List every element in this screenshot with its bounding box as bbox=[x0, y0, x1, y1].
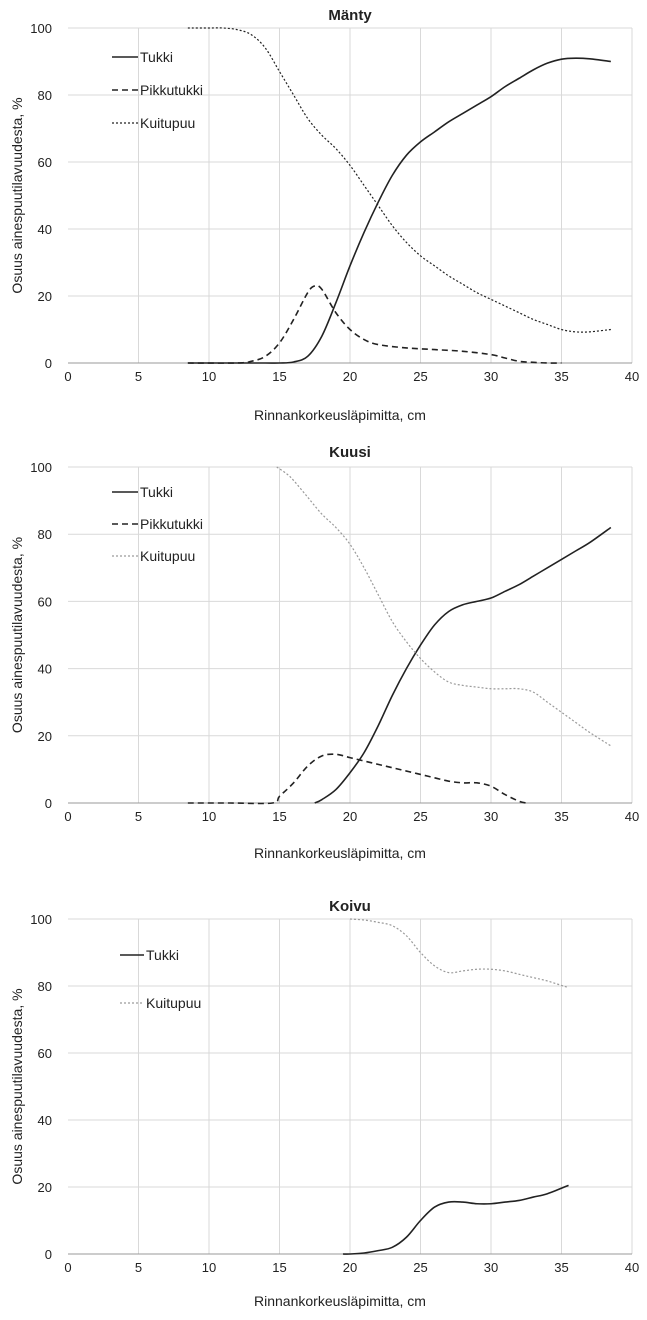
x-tick-label: 25 bbox=[413, 369, 427, 384]
x-tick-label: 20 bbox=[343, 809, 357, 824]
chart-title: Koivu bbox=[329, 898, 371, 915]
chart-2: 0 5 10 15 20 25 30 35 40 0 20 40 60 80 100 Koivu Rinnank… bbox=[9, 898, 639, 1309]
chart-title: Mänty bbox=[328, 7, 372, 24]
x-tick-label: 30 bbox=[484, 369, 498, 384]
legend-label: Tukki bbox=[140, 484, 173, 500]
legend: Tukki Pikkutukki Kuitupuu bbox=[112, 484, 203, 564]
series-line-tukki bbox=[187, 57, 611, 364]
x-tick-label: 15 bbox=[272, 1260, 286, 1275]
x-tick-label: 35 bbox=[554, 809, 568, 824]
y-axis-label: Osuus ainespuutilavuudesta, % bbox=[9, 537, 25, 733]
legend-label: Tukki bbox=[146, 947, 179, 963]
y-tick-label: 80 bbox=[38, 88, 52, 103]
legend-label: Kuitupuu bbox=[140, 115, 195, 131]
x-tick-label: 35 bbox=[554, 369, 568, 384]
legend-label: Kuitupuu bbox=[146, 995, 201, 1011]
y-axis-label: Osuus ainespuutilavuudesta, % bbox=[9, 97, 25, 293]
x-tick-label: 40 bbox=[625, 1260, 639, 1275]
x-tick-label: 40 bbox=[625, 809, 639, 824]
y-tick-label: 80 bbox=[38, 527, 52, 542]
legend-label: Tukki bbox=[140, 49, 173, 65]
x-tick-label: 25 bbox=[413, 809, 427, 824]
series-line-pikkutukki bbox=[187, 753, 527, 805]
y-tick-label: 0 bbox=[45, 356, 52, 371]
x-tick-label: 10 bbox=[202, 809, 216, 824]
x-tick-label: 30 bbox=[484, 809, 498, 824]
y-tick-label: 0 bbox=[45, 796, 52, 811]
x-tick-label: 0 bbox=[64, 369, 71, 384]
x-tick-label: 15 bbox=[272, 809, 286, 824]
x-tick-label: 5 bbox=[135, 369, 142, 384]
y-tick-label: 40 bbox=[38, 1113, 52, 1128]
y-tick-label: 100 bbox=[30, 460, 52, 475]
series-line-kuitupuu bbox=[349, 918, 569, 989]
x-tick-label: 5 bbox=[135, 809, 142, 824]
x-axis-label: Rinnankorkeusläpimitta, cm bbox=[254, 407, 426, 423]
series-line-kuitupuu bbox=[276, 466, 612, 747]
x-tick-label: 20 bbox=[343, 369, 357, 384]
y-tick-label: 40 bbox=[38, 222, 52, 237]
y-tick-label: 60 bbox=[38, 1046, 52, 1061]
legend-label: Pikkutukki bbox=[140, 82, 203, 98]
y-tick-label: 20 bbox=[38, 1180, 52, 1195]
series-line-kuitupuu bbox=[187, 27, 611, 333]
series-line-tukki bbox=[342, 1184, 569, 1255]
x-tick-label: 5 bbox=[135, 1260, 142, 1275]
y-tick-label: 20 bbox=[38, 729, 52, 744]
legend: Tukki Pikkutukki Kuitupuu bbox=[112, 49, 203, 131]
legend: Tukki Kuitupuu bbox=[120, 947, 201, 1011]
legend-label: Pikkutukki bbox=[140, 516, 203, 532]
x-axis-label: Rinnankorkeusläpimitta, cm bbox=[254, 1293, 426, 1309]
legend-label: Kuitupuu bbox=[140, 548, 195, 564]
series-line-pikkutukki bbox=[187, 284, 562, 364]
y-tick-label: 40 bbox=[38, 662, 52, 677]
chart-0: 0 5 10 15 20 25 30 35 40 0 20 40 60 80 100 Mänty Rinnank… bbox=[9, 7, 639, 423]
y-tick-label: 60 bbox=[38, 594, 52, 609]
x-tick-label: 0 bbox=[64, 1260, 71, 1275]
y-tick-label: 100 bbox=[30, 21, 52, 36]
x-tick-label: 35 bbox=[554, 1260, 568, 1275]
x-tick-label: 10 bbox=[202, 1260, 216, 1275]
y-tick-label: 60 bbox=[38, 155, 52, 170]
x-tick-label: 30 bbox=[484, 1260, 498, 1275]
series-line-tukki bbox=[314, 526, 612, 804]
x-tick-label: 0 bbox=[64, 809, 71, 824]
chart-1: 0 5 10 15 20 25 30 35 40 0 20 40 60 80 100 Kuusi Rinnank… bbox=[9, 444, 639, 861]
chart-title: Kuusi bbox=[329, 444, 371, 461]
y-tick-label: 20 bbox=[38, 289, 52, 304]
y-tick-label: 0 bbox=[45, 1247, 52, 1262]
x-tick-label: 10 bbox=[202, 369, 216, 384]
y-tick-label: 80 bbox=[38, 979, 52, 994]
y-tick-label: 100 bbox=[30, 912, 52, 927]
x-axis-label: Rinnankorkeusläpimitta, cm bbox=[254, 845, 426, 861]
x-tick-label: 25 bbox=[413, 1260, 427, 1275]
x-tick-label: 40 bbox=[625, 369, 639, 384]
x-tick-label: 20 bbox=[343, 1260, 357, 1275]
y-axis-label: Osuus ainespuutilavuudesta, % bbox=[9, 988, 25, 1184]
x-tick-label: 15 bbox=[272, 369, 286, 384]
